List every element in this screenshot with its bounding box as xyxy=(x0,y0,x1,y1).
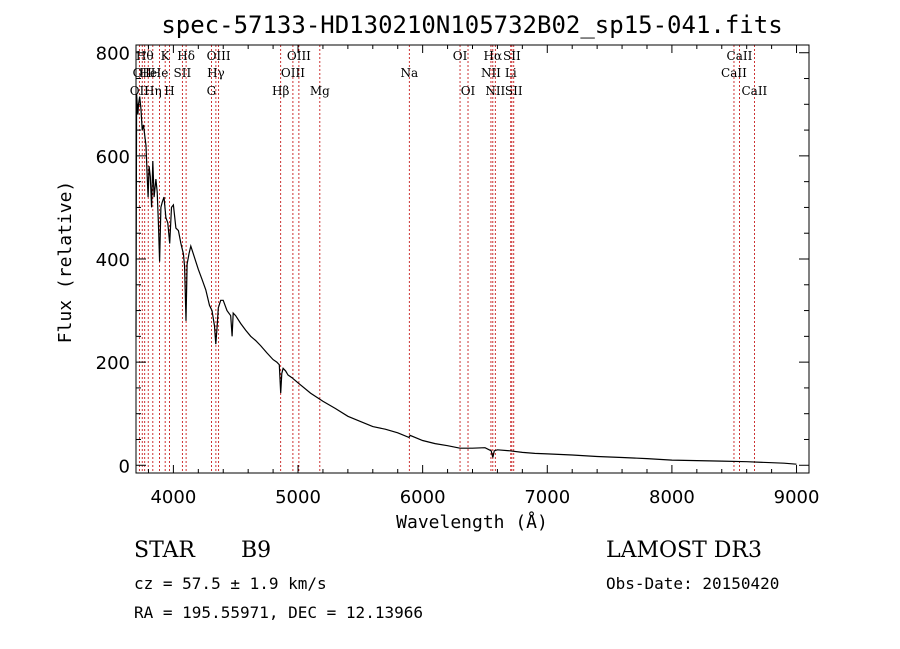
line-label-24: SII xyxy=(503,49,521,63)
y-axis-label: Flux (relative) xyxy=(55,181,76,344)
x-tick-label-6000: 6000 xyxy=(400,487,446,508)
line-label-14: OIII xyxy=(281,66,305,80)
object-subclass: B9 xyxy=(241,538,272,563)
line-label-10: G xyxy=(207,84,217,98)
line-label-19: OI xyxy=(461,84,476,98)
line-label-4: Hη xyxy=(144,84,162,98)
observation-date: Obs-Date: 20150420 xyxy=(606,574,780,593)
y-tick-label-400: 400 xyxy=(96,250,130,271)
line-label-15: OIII xyxy=(287,49,311,63)
x-tick-label-8000: 8000 xyxy=(649,487,695,508)
line-label-18: OI xyxy=(453,49,468,63)
chart-title: spec-57133-HD130210N105732B02_sp15-041.f… xyxy=(161,11,782,39)
y-tick-label-0: 0 xyxy=(119,456,130,477)
line-label-21: Hα xyxy=(484,49,503,63)
spectrum-line xyxy=(135,93,797,465)
line-label-8: SII xyxy=(174,66,192,80)
x-tick-label-9000: 9000 xyxy=(774,487,820,508)
line-label-12: OIII xyxy=(207,49,231,63)
line-label-23: Li xyxy=(505,66,517,80)
survey-name: LAMOST DR3 xyxy=(606,538,762,563)
line-label-13: Hβ xyxy=(272,84,289,98)
spectral-line-labels: OIIOIIHθHeHηHeKHSIIHδGHγOIIIHβOIIIOIIIMg… xyxy=(130,49,768,98)
line-label-28: CaII xyxy=(741,84,767,98)
x-axis-ticks: 4000 5000 6000 7000 8000 9000 xyxy=(147,45,820,508)
line-label-16: Mg xyxy=(310,84,330,98)
x-tick-label-5000: 5000 xyxy=(275,487,321,508)
line-label-9: Hδ xyxy=(177,49,195,63)
spectral-line-markers xyxy=(138,45,755,473)
y-tick-label-200: 200 xyxy=(96,353,130,374)
y-tick-label-600: 600 xyxy=(96,147,130,168)
ra-dec-coordinates: RA = 195.55971, DEC = 12.13966 xyxy=(134,603,423,622)
line-label-2: Hθ xyxy=(136,49,154,63)
line-label-11: Hγ xyxy=(207,66,225,80)
plot-frame xyxy=(135,44,810,474)
object-class: STAR xyxy=(134,538,195,563)
redshift-velocity: cz = 57.5 ± 1.9 km/s xyxy=(134,574,327,593)
x-axis-label: Wavelength (Å) xyxy=(396,511,548,533)
line-label-22: NII xyxy=(485,84,505,98)
line-label-0: OII xyxy=(130,84,150,98)
line-label-3: He xyxy=(139,66,157,80)
y-tick-label-800: 800 xyxy=(96,44,130,65)
line-label-7: H xyxy=(164,84,174,98)
line-label-5: He xyxy=(151,66,169,80)
line-label-26: CaII xyxy=(721,66,747,80)
line-label-20: NII xyxy=(481,66,501,80)
x-tick-label-7000: 7000 xyxy=(524,487,570,508)
line-label-17: Na xyxy=(400,66,418,80)
y-axis-ticks: 0 200 400 600 800 xyxy=(96,44,809,477)
line-label-25: SII xyxy=(505,84,523,98)
line-label-1: OII xyxy=(133,66,153,80)
line-label-27: CaII xyxy=(727,49,753,63)
line-label-6: K xyxy=(161,49,171,63)
x-tick-label-4000: 4000 xyxy=(150,487,196,508)
